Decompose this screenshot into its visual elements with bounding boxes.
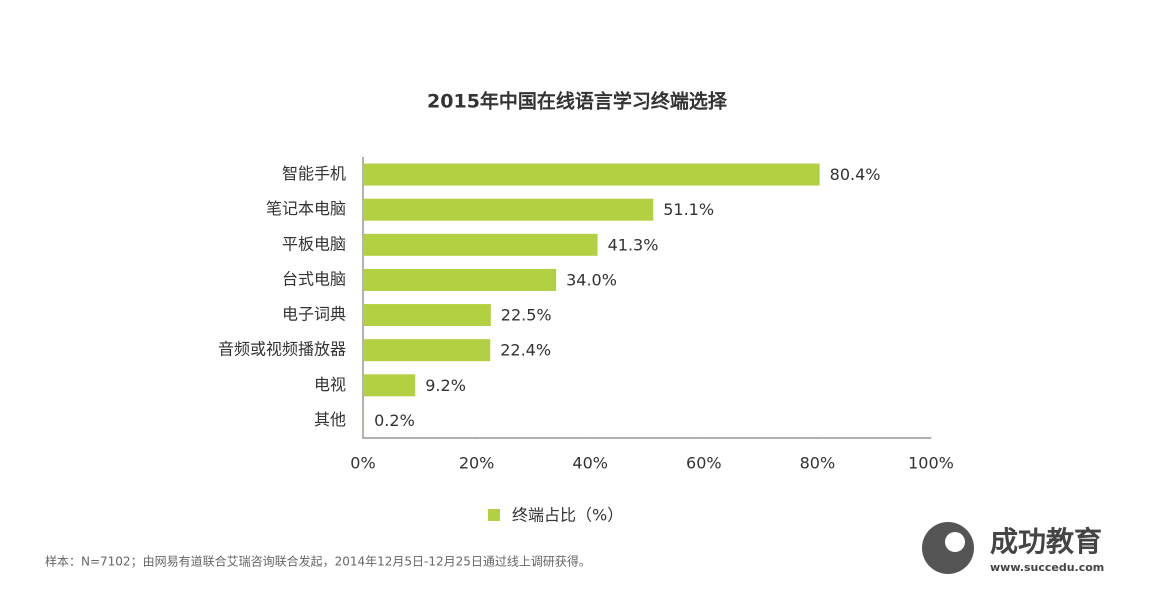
y-tick-label: 其他 [314, 410, 346, 429]
value-label: 41.3% [608, 235, 659, 254]
bar [363, 374, 416, 397]
y-tick-label: 笔记本电脑 [266, 199, 346, 218]
value-label: 34.0% [566, 270, 617, 289]
y-tick-label: 电视 [314, 375, 346, 394]
value-label: 9.2% [425, 376, 466, 395]
value-label: 51.1% [663, 200, 714, 219]
y-tick-label: 平板电脑 [282, 234, 346, 253]
chart-title: 2015年中国在线语言学习终端选择 [427, 90, 728, 113]
footnote: 样本：N=7102；由网易有道联合艾瑞咨询联合发起，2014年12月5日-12月… [45, 554, 591, 569]
bar [363, 268, 557, 291]
value-label: 22.5% [501, 306, 552, 325]
watermark: 成功教育 www.succedu.com [922, 522, 1104, 574]
x-tick-label: 80% [800, 454, 836, 473]
value-label: 0.2% [374, 411, 415, 430]
x-tick-label: 40% [572, 454, 608, 473]
x-tick-label: 60% [686, 454, 722, 473]
value-label: 80.4% [830, 165, 881, 184]
y-tick-label: 电子词典 [282, 305, 346, 324]
x-tick-label: 0% [350, 454, 375, 473]
y-tick-label: 智能手机 [282, 164, 346, 183]
bar [363, 233, 598, 256]
x-tick-label: 100% [908, 454, 954, 473]
bar [363, 409, 365, 432]
y-tick-label: 台式电脑 [282, 269, 346, 288]
x-tick-label: 20% [459, 454, 495, 473]
y-tick-label: 音频或视频播放器 [218, 340, 346, 359]
value-label: 22.4% [500, 341, 551, 360]
bar [363, 163, 820, 186]
bar [363, 339, 491, 362]
bar [363, 198, 654, 221]
legend-swatch [488, 509, 500, 521]
legend-label: 终端占比（%） [512, 506, 623, 525]
logo-icon-inner [945, 532, 965, 552]
logo-name: 成功教育 [990, 525, 1102, 558]
logo-url: www.succedu.com [990, 561, 1104, 574]
bar [363, 304, 491, 327]
